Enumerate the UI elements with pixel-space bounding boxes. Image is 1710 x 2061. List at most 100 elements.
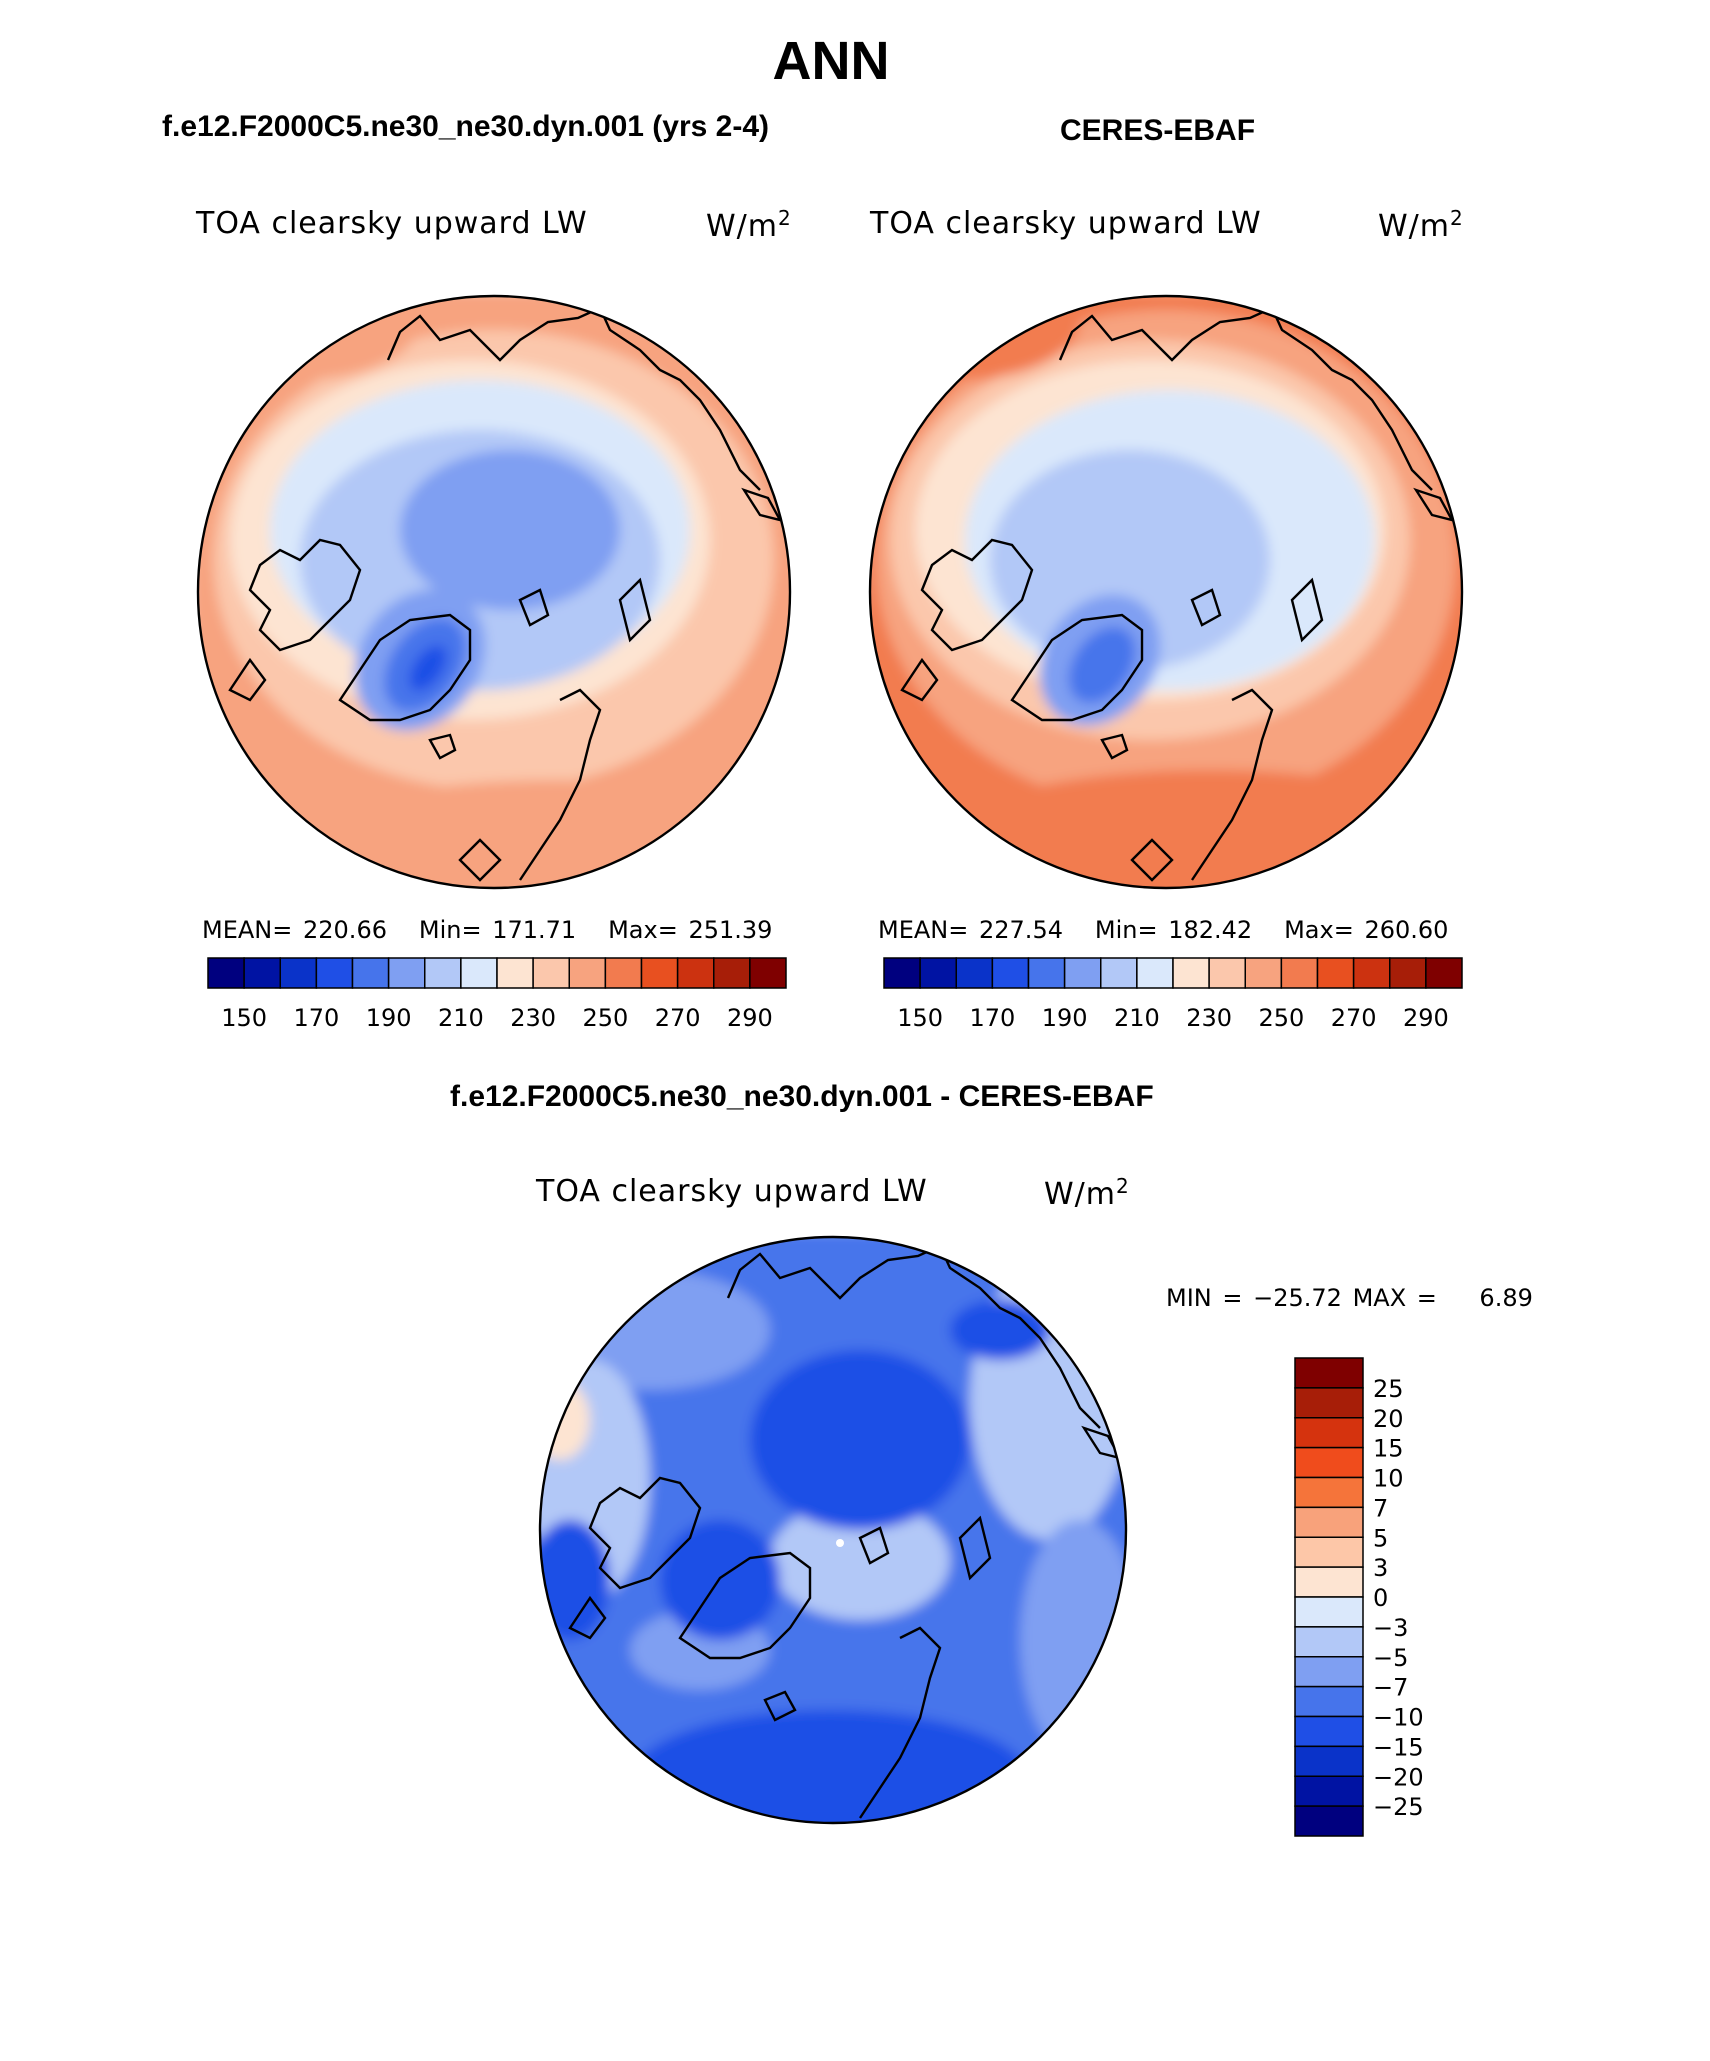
obs-coastlines bbox=[900, 306, 1455, 882]
model-colorbar-tick: 250 bbox=[582, 1004, 628, 1032]
obs-map-border bbox=[868, 294, 1464, 890]
model-colorbar-tick: 150 bbox=[221, 1004, 267, 1032]
model-colorbar: 150 170 190 210 230 250 270 290 bbox=[207, 957, 787, 1032]
obs-colorbar-box bbox=[1280, 957, 1319, 989]
diff-variable-label: TOA clearsky upward LW bbox=[536, 1174, 928, 1209]
model-colorbar-tick: 190 bbox=[366, 1004, 412, 1032]
obs-colorbar-tick: 190 bbox=[1042, 1004, 1088, 1032]
diff-colorbar-box bbox=[1294, 1596, 1364, 1628]
diff-colorbar-box bbox=[1294, 1805, 1364, 1837]
model-colorbar-box bbox=[568, 957, 607, 989]
obs-variable-label: TOA clearsky upward LW bbox=[870, 206, 1262, 241]
diff-units-label: W/m2 bbox=[1044, 1174, 1130, 1212]
model-case-title: f.e12.F2000C5.ne30_ne30.dyn.001 (yrs 2-4… bbox=[162, 110, 770, 143]
obs-case-title: CERES-EBAF bbox=[1060, 114, 1256, 147]
diff-colorbar-tick: −25 bbox=[1373, 1793, 1424, 1821]
diff-colorbar-box bbox=[1294, 1685, 1364, 1718]
obs-colorbar-box bbox=[1027, 957, 1066, 989]
model-colorbar-box bbox=[207, 957, 245, 989]
diff-colorbar-tick: −15 bbox=[1373, 1733, 1424, 1761]
model-colorbar-tick: 230 bbox=[510, 1004, 556, 1032]
model-colorbar-box bbox=[243, 957, 281, 989]
diff-colorbar-box bbox=[1294, 1357, 1364, 1389]
model-polar-map bbox=[196, 294, 792, 890]
obs-colorbar-box bbox=[955, 957, 994, 989]
obs-colorbar-box bbox=[1425, 957, 1463, 989]
model-colorbar-box bbox=[279, 957, 318, 989]
obs-stats: MEAN= 227.54 Min= 182.42 Max= 260.60 bbox=[878, 916, 1449, 944]
obs-colorbar-box bbox=[1244, 957, 1283, 989]
model-coastlines bbox=[228, 306, 783, 882]
obs-colorbar-tick: 150 bbox=[897, 1004, 943, 1032]
model-colorbar-box bbox=[640, 957, 679, 989]
obs-colorbar-box bbox=[1389, 957, 1427, 989]
diff-colorbar-tick: −7 bbox=[1373, 1674, 1408, 1702]
diff-colorbar-tick: 5 bbox=[1373, 1524, 1388, 1552]
model-variable-label: TOA clearsky upward LW bbox=[196, 206, 588, 241]
model-colorbar-box bbox=[676, 957, 715, 989]
model-colorbar-box bbox=[315, 957, 354, 989]
model-colorbar-box bbox=[351, 957, 390, 989]
obs-colorbar-tick: 210 bbox=[1114, 1004, 1160, 1032]
obs-polar-map bbox=[868, 294, 1464, 890]
model-colorbar-tick: 210 bbox=[438, 1004, 484, 1032]
model-stats: MEAN= 220.66 Min= 171.71 Max= 251.39 bbox=[202, 916, 773, 944]
pole-marker bbox=[836, 1539, 844, 1547]
diff-colorbar-box bbox=[1294, 1626, 1364, 1658]
diff-colorbar-tick: −5 bbox=[1373, 1644, 1408, 1672]
diff-polar-map bbox=[538, 1235, 1128, 1825]
obs-colorbar-tick: 270 bbox=[1331, 1004, 1377, 1032]
model-colorbar-box bbox=[460, 957, 498, 989]
diff-colorbar-tick: 20 bbox=[1373, 1405, 1404, 1433]
diff-colorbar-box bbox=[1294, 1536, 1364, 1568]
obs-colorbar-tick: 290 bbox=[1403, 1004, 1449, 1032]
figure-title: ANN bbox=[772, 31, 890, 91]
diff-colorbar-tick: 10 bbox=[1373, 1465, 1404, 1493]
model-colorbar-box bbox=[387, 957, 426, 989]
diff-colorbar-box bbox=[1294, 1476, 1364, 1509]
diff-colorbar-tick: −10 bbox=[1373, 1704, 1424, 1732]
diff-colorbar-tick: 3 bbox=[1373, 1554, 1388, 1582]
diff-colorbar-box bbox=[1294, 1387, 1364, 1419]
diff-minmax: MIN = −25.72 MAX = 6.89 bbox=[1166, 1284, 1533, 1312]
model-map-border bbox=[196, 294, 792, 890]
obs-colorbar-box bbox=[1316, 957, 1355, 989]
diff-colorbar-box bbox=[1294, 1656, 1364, 1688]
diff-colorbar-tick: 0 bbox=[1373, 1584, 1388, 1612]
model-colorbar-box bbox=[604, 957, 643, 989]
diff-colorbar-box bbox=[1294, 1417, 1364, 1449]
obs-colorbar-box bbox=[1100, 957, 1138, 989]
diff-colorbar-box bbox=[1294, 1745, 1364, 1777]
model-colorbar-tick: 170 bbox=[293, 1004, 339, 1032]
model-colorbar-box bbox=[532, 957, 570, 989]
diff-colorbar-tick: −20 bbox=[1373, 1763, 1424, 1791]
diff-colorbar-box bbox=[1294, 1566, 1364, 1598]
diff-colorbar-box bbox=[1294, 1715, 1364, 1748]
obs-colorbar-box bbox=[1172, 957, 1210, 989]
diff-map-border bbox=[538, 1235, 1128, 1825]
diff-colorbar-box bbox=[1294, 1775, 1364, 1807]
obs-colorbar-tick: 250 bbox=[1258, 1004, 1304, 1032]
obs-colorbar-tick: 170 bbox=[969, 1004, 1015, 1032]
obs-colorbar-tick: 230 bbox=[1186, 1004, 1232, 1032]
obs-colorbar-box bbox=[1208, 957, 1246, 989]
obs-colorbar-box bbox=[1063, 957, 1102, 989]
model-colorbar-box bbox=[496, 957, 534, 989]
model-colorbar-box bbox=[424, 957, 462, 989]
diff-colorbar-tick: 25 bbox=[1373, 1375, 1404, 1403]
obs-colorbar-box bbox=[1136, 957, 1174, 989]
obs-units-label: W/m2 bbox=[1378, 206, 1464, 244]
diff-colorbar-tick: 7 bbox=[1373, 1494, 1388, 1522]
model-colorbar-tick: 270 bbox=[655, 1004, 701, 1032]
diff-case-title: f.e12.F2000C5.ne30_ne30.dyn.001 - CERES-… bbox=[450, 1080, 1154, 1113]
obs-colorbar-box bbox=[1352, 957, 1391, 989]
model-colorbar-box bbox=[749, 957, 787, 989]
obs-colorbar-box bbox=[883, 957, 921, 989]
diff-colorbar-tick: −3 bbox=[1373, 1614, 1408, 1642]
obs-colorbar-box bbox=[919, 957, 957, 989]
model-colorbar-box bbox=[713, 957, 751, 989]
diff-colorbar-box bbox=[1294, 1506, 1364, 1538]
obs-colorbar-box bbox=[991, 957, 1030, 989]
